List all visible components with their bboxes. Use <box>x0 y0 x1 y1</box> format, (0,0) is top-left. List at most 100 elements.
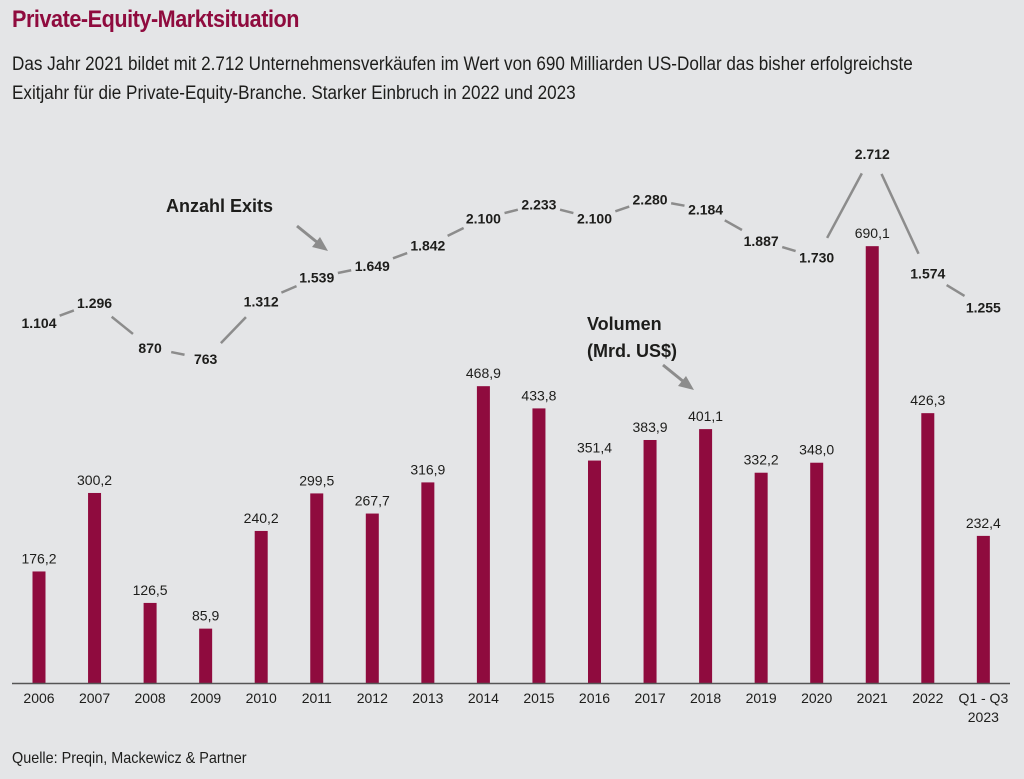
exits-point-label: 2.712 <box>855 146 890 162</box>
exits-line-segment <box>781 245 796 253</box>
volume-bar <box>365 513 379 683</box>
x-tick-label: 2021 <box>857 690 888 706</box>
volume-bar-label: 401,1 <box>688 408 723 424</box>
volume-bar-label: 232,4 <box>966 515 1001 531</box>
volume-bar <box>754 472 768 683</box>
volume-bar <box>143 602 157 683</box>
volume-bar-label: 240,2 <box>244 510 279 526</box>
x-tick-label: 2010 <box>246 690 277 706</box>
chart-subtitle: Das Jahr 2021 bildet mit 2.712 Unternehm… <box>12 54 913 104</box>
x-tick-label: 2015 <box>523 690 554 706</box>
x-tick-label: 2017 <box>634 690 665 706</box>
exits-point-label: 2.280 <box>633 191 668 207</box>
arrow-volume-icon <box>662 363 694 390</box>
exits-point-label: 1.842 <box>410 238 445 254</box>
volume-bar-label: 383,9 <box>633 419 668 435</box>
exits-line-segment <box>559 208 574 215</box>
exits-point-label: 1.887 <box>744 233 779 249</box>
exits-line-segment <box>670 202 685 207</box>
exits-line-segment <box>392 251 408 260</box>
exits-line-segment <box>945 284 966 297</box>
exits-point-label: 1.312 <box>244 293 279 309</box>
volume-bar-label: 351,4 <box>577 440 612 456</box>
source-note: Quelle: Preqin, Mackewicz & Partner <box>12 750 247 767</box>
volume-bar <box>588 460 601 683</box>
volume-bar-label: 299,5 <box>299 472 334 488</box>
volume-bar-label: 690,1 <box>855 225 890 241</box>
annotation-volume-line2: (Mrd. US$) <box>587 341 677 361</box>
exits-line <box>59 172 966 356</box>
exits-line-segment <box>880 173 920 255</box>
volume-bar-labels: 176,2 300,2 126,5 85,9 240,2 299,5 267,7 316,9 4… <box>21 225 1001 623</box>
exits-line-segment <box>826 172 863 239</box>
volume-bar-label: 433,8 <box>521 387 556 403</box>
exits-point-label: 2.100 <box>466 210 501 226</box>
volume-bar-label: 348,0 <box>799 442 834 458</box>
x-tick-label: 2013 <box>412 690 443 706</box>
exits-point-label: 1.104 <box>21 315 56 331</box>
volume-bars <box>32 246 990 684</box>
x-tick-label: 2018 <box>690 690 721 706</box>
annotation-volume-line1: Volumen <box>587 314 662 334</box>
x-tick-label: 2009 <box>190 690 221 706</box>
exits-line-segment <box>614 205 630 213</box>
volume-bar-label: 332,2 <box>744 452 779 468</box>
volume-bar-label: 267,7 <box>355 493 390 509</box>
x-tick-label: 2014 <box>468 690 499 706</box>
annotation-exits: Anzahl Exits <box>166 196 273 216</box>
chart-title: Private-Equity-Marktsituation <box>12 6 300 33</box>
exits-line-segment <box>170 350 185 356</box>
volume-bar-label: 468,9 <box>466 365 501 381</box>
volume-bar <box>699 429 713 683</box>
x-tick-label: 2012 <box>357 690 388 706</box>
exits-line-segment <box>219 316 247 345</box>
exits-point-label: 870 <box>138 340 162 356</box>
volume-bar <box>532 408 546 683</box>
exits-point-label: 2.100 <box>577 210 612 226</box>
volume-bar <box>921 413 935 683</box>
exits-line-segment <box>724 219 743 232</box>
exits-line-segment <box>280 284 298 294</box>
exits-point-label: 1.649 <box>355 258 390 274</box>
x-axis-labels: 2006 2007 2008 2009 2010 2011 2012 2013 2014 2015… <box>23 690 1008 725</box>
volume-bar-label: 426,3 <box>910 392 945 408</box>
exits-point-label: 1.574 <box>910 266 945 282</box>
volume-bar-label: 316,9 <box>410 461 445 477</box>
volume-bar <box>421 482 435 683</box>
exits-line-segment <box>59 309 75 317</box>
volume-bar <box>865 246 879 684</box>
volume-bar <box>88 492 102 683</box>
x-tick-label: Q1 - Q3 <box>958 690 1008 706</box>
exits-labels: 1.104 1.296 870 763 1.312 1.539 1.649 1.842 2.10… <box>21 146 1001 367</box>
exits-point-label: 763 <box>194 351 218 367</box>
x-tick-label: 2008 <box>135 690 166 706</box>
x-tick-label: 2006 <box>23 690 54 706</box>
x-tick-label: 2020 <box>801 690 832 706</box>
volume-bar <box>310 493 324 683</box>
exits-line-segment <box>504 208 519 215</box>
x-tick-label: 2023 <box>968 709 999 725</box>
exits-point-label: 2.184 <box>688 202 723 218</box>
volume-bar-label: 85,9 <box>192 608 219 624</box>
exits-line-segment <box>110 315 134 335</box>
exits-line-segment <box>337 268 352 275</box>
x-tick-label: 2007 <box>79 690 110 706</box>
exits-point-label: 2.233 <box>521 196 556 212</box>
volume-bar <box>32 571 46 683</box>
exits-point-label: 1.255 <box>966 299 1001 315</box>
x-tick-label: 2016 <box>579 690 610 706</box>
arrow-exits-icon <box>296 224 328 251</box>
volume-bar-label: 176,2 <box>21 550 56 566</box>
volume-bar <box>199 628 213 683</box>
volume-bar <box>643 439 657 683</box>
volume-bar-label: 300,2 <box>77 472 112 488</box>
exits-line-segment <box>447 226 465 237</box>
exits-point-label: 1.539 <box>299 269 334 285</box>
volume-bar-label: 126,5 <box>133 582 168 598</box>
volume-bar <box>976 535 990 683</box>
x-tick-label: 2022 <box>912 690 943 706</box>
exits-point-label: 1.730 <box>799 249 834 265</box>
x-tick-label: 2011 <box>302 690 332 706</box>
volume-bar <box>476 386 490 683</box>
